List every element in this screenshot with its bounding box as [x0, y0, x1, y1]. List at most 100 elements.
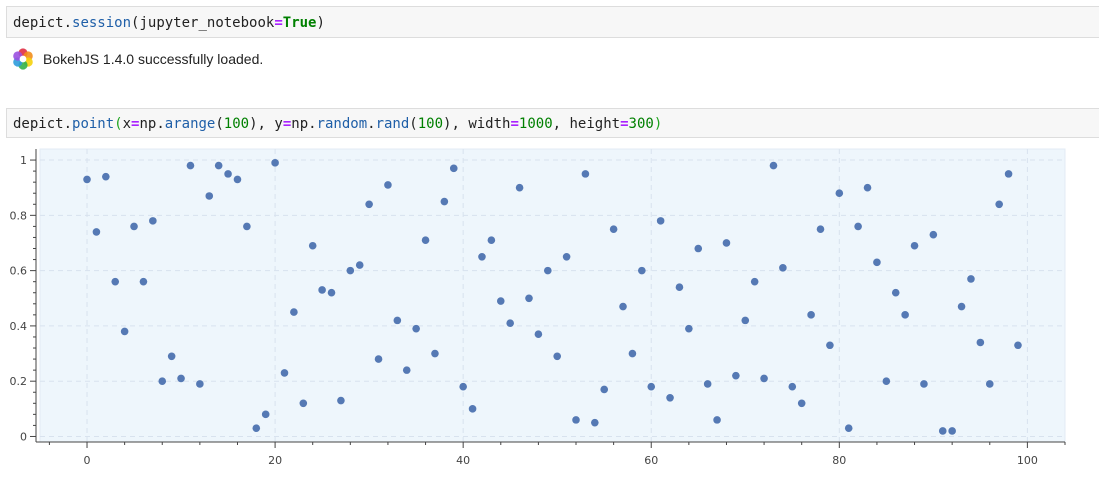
code-token-paren-close: ) — [443, 116, 452, 132]
data-point — [835, 189, 844, 198]
data-point — [525, 294, 533, 303]
x-tick-label: 40 — [456, 454, 470, 467]
data-point — [854, 222, 862, 231]
bokeh-logo-icon — [13, 48, 33, 70]
data-point — [976, 338, 985, 347]
x-tick-label: 100 — [1017, 454, 1038, 467]
data-point — [957, 302, 966, 311]
data-point — [1004, 170, 1013, 178]
data-point — [666, 393, 674, 402]
data-point — [638, 266, 646, 275]
data-point — [102, 172, 110, 181]
code-token-paren-close: ) — [653, 116, 663, 132]
code-token-comma: , — [257, 116, 275, 132]
data-point — [581, 170, 590, 178]
data-point — [543, 266, 552, 275]
data-point — [496, 297, 505, 305]
code-token-keyword: True — [282, 15, 317, 31]
code-token-random: random — [316, 116, 368, 132]
data-point — [290, 308, 298, 316]
code-token-dot: . — [308, 116, 317, 132]
code-token-object: depict — [13, 116, 64, 132]
data-point — [929, 230, 938, 239]
data-point — [120, 327, 129, 336]
data-point — [374, 355, 383, 363]
data-point — [750, 277, 759, 286]
data-point — [826, 341, 834, 350]
data-point — [167, 352, 176, 361]
data-point — [891, 288, 900, 297]
data-point — [205, 192, 214, 200]
data-point — [243, 222, 251, 231]
data-point — [788, 382, 797, 391]
bokeh-load-text: BokehJS 1.4.0 successfully loaded. — [43, 51, 264, 67]
bokeh-load-message: BokehJS 1.4.0 successfully loaded. — [12, 47, 263, 71]
data-point — [233, 175, 242, 184]
code-cell-point[interactable]: depict.point(x=np.arange(100), y=np.rand… — [6, 108, 1099, 138]
plot-area — [39, 148, 1066, 443]
data-point — [412, 324, 420, 333]
data-point — [261, 410, 270, 419]
data-point — [139, 277, 148, 286]
code-token-function: session — [72, 15, 132, 31]
code-token-number: 100 — [223, 116, 250, 132]
code-token-paren-open: ( — [131, 15, 140, 31]
data-point — [186, 161, 195, 170]
data-point — [1014, 341, 1022, 350]
data-point — [327, 288, 336, 297]
data-point — [431, 349, 439, 358]
data-point — [685, 324, 693, 333]
code-token-comma: , — [451, 116, 469, 132]
code-token-rand: rand — [375, 116, 410, 132]
data-point — [713, 416, 721, 424]
data-point — [722, 239, 731, 247]
code-token-x-name: x — [122, 116, 132, 132]
data-point — [308, 241, 317, 250]
code-cell-session[interactable]: depict.session(jupyter_notebook=True) — [6, 6, 1099, 38]
code-token-object: depict — [13, 15, 64, 31]
scatter-plot[interactable]: 0 20 40 60 80 100 0 0.2 0.4 0.6 0.8 1 — [0, 140, 1099, 488]
data-point — [534, 330, 543, 338]
grid-lines — [40, 149, 1065, 442]
x-tick-label: 20 — [268, 454, 282, 467]
data-point — [863, 183, 872, 192]
data-point — [487, 236, 496, 245]
data-point — [346, 266, 355, 275]
data-point — [703, 380, 712, 388]
data-point — [421, 236, 430, 245]
data-point — [600, 385, 609, 394]
data-point — [948, 427, 956, 435]
data-point — [901, 311, 909, 319]
code-token-equals: = — [131, 116, 140, 132]
data-point — [732, 371, 740, 380]
code-token-number: 1000 — [518, 116, 553, 132]
data-point — [384, 181, 392, 189]
data-point — [694, 244, 703, 253]
code-token-paren-open: ( — [114, 116, 123, 132]
code-token-comma: , — [552, 116, 570, 132]
data-point — [807, 311, 815, 319]
data-point — [299, 399, 308, 408]
data-point — [873, 258, 881, 267]
data-point — [985, 380, 994, 388]
code-token-dot: . — [63, 116, 73, 132]
data-point — [591, 418, 599, 427]
code-token-paren-close: ) — [316, 15, 325, 31]
y-tick-label: 0.6 — [10, 265, 28, 278]
data-point — [553, 352, 562, 361]
data-point — [844, 424, 853, 432]
code-token-y-name: y — [274, 116, 283, 132]
code-token-argument: jupyter_notebook — [139, 15, 275, 31]
y-tick-label: 0.8 — [10, 209, 28, 222]
y-tick-label: 1 — [20, 154, 27, 167]
code-token-equals: = — [282, 116, 292, 132]
x-tick-label: 0 — [84, 454, 91, 467]
code-token-module: np — [139, 116, 157, 132]
data-point — [158, 377, 167, 385]
data-point — [656, 217, 665, 225]
data-point — [280, 369, 289, 377]
y-tick-label: 0.2 — [10, 375, 28, 388]
data-point — [440, 197, 449, 206]
data-point — [83, 175, 91, 184]
data-point — [468, 405, 477, 413]
